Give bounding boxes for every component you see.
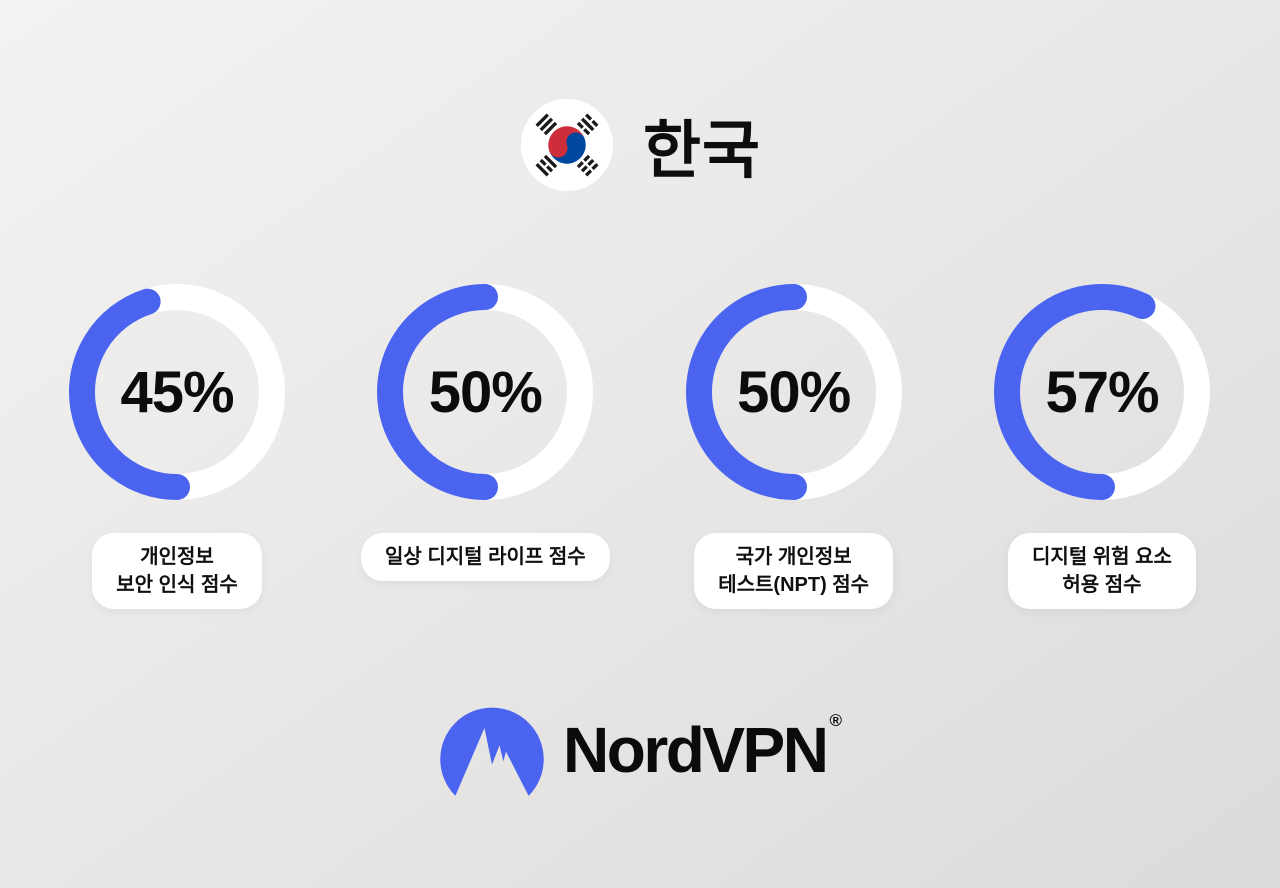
nordvpn-logo-icon [438, 701, 546, 798]
page-title: 한국 [643, 115, 761, 186]
score-label-line: 테스트(NPT) 점수 [718, 574, 870, 596]
donut-progress-arc [685, 284, 807, 500]
percent-value: 50% [737, 359, 851, 425]
south-korea-flag-icon [519, 97, 615, 193]
gauge-column: 50% 일상 디지털 라이프 점수 [331, 282, 639, 609]
score-label-line: 보안 인식 점수 [116, 574, 238, 596]
donut-gauge: 50% [684, 282, 904, 502]
donut-gauge: 50% [375, 282, 595, 502]
score-label: 일상 디지털 라이프 점수 [360, 533, 610, 581]
percent-value: 45% [120, 359, 234, 425]
donut-gauge: 45% [67, 282, 287, 502]
header: 한국 [0, 97, 1280, 193]
brand-name: NordVPN [563, 713, 829, 786]
percent-value: 50% [428, 359, 543, 425]
donut-progress-arc [69, 288, 190, 500]
footer-brand: NordVPN ® [0, 701, 1280, 798]
score-label-line: 허용 점수 [1062, 574, 1142, 596]
score-label-line: 국가 개인정보 [735, 546, 852, 568]
donut-progress-arc [377, 284, 499, 500]
registered-trademark: ® [829, 710, 842, 730]
donut-progress-arc [994, 284, 1156, 500]
score-label-line: 개인정보 [140, 546, 214, 568]
score-label-line: 일상 디지털 라이프 점수 [384, 546, 586, 568]
score-label-line: 디지털 위험 요소 [1032, 546, 1172, 568]
percent-value: 57% [1045, 359, 1159, 425]
brand-wordmark: NordVPN ® [563, 710, 842, 787]
donut-gauge: 57% [992, 282, 1212, 502]
